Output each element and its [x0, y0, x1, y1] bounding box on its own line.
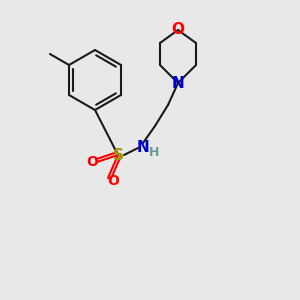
Text: N: N	[136, 140, 149, 155]
Text: H: H	[149, 146, 159, 158]
Text: O: O	[107, 174, 119, 188]
Text: S: S	[112, 148, 124, 163]
Text: O: O	[86, 155, 98, 169]
Text: N: N	[172, 76, 184, 91]
Text: O: O	[172, 22, 184, 38]
